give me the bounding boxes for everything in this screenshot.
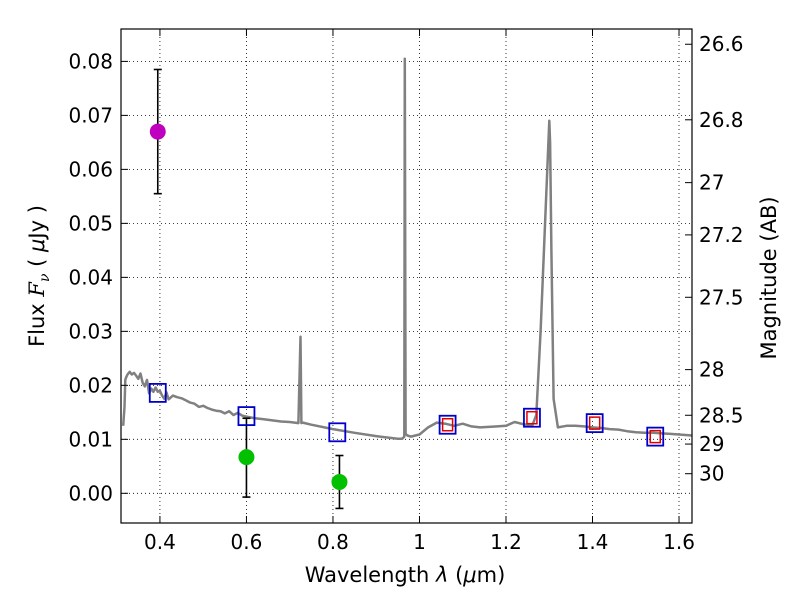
y-tick-label: 0.02 (68, 373, 113, 397)
data-points-group (148, 123, 665, 490)
y-tick-label: 0.01 (68, 427, 113, 451)
synthetic-flux-blue-square (237, 406, 256, 427)
x-tick-label: 1.4 (577, 530, 609, 554)
synthetic-flux-blue-square (328, 422, 347, 443)
x-axis-label: Wavelength λ (μm) (305, 563, 506, 587)
y2-tick-label: 26.6 (699, 32, 744, 56)
synthetic-flux-blue-square (148, 382, 167, 403)
plot-frame (120, 28, 693, 524)
synthetic-flux-red-square (588, 416, 601, 430)
x-tick-label: 1 (413, 530, 426, 554)
x-tick-label: 0.6 (231, 530, 263, 554)
synthetic-flux-blue-square (646, 426, 665, 447)
model-spectrum-line (121, 57, 693, 441)
x-tick-label: 0.4 (144, 530, 176, 554)
y-tick-label: 0.03 (68, 319, 113, 343)
synthetic-flux-red-square (441, 417, 454, 432)
photometry-point (238, 449, 255, 466)
y2-axis-label: Magnitude (AB) (757, 196, 781, 359)
y2-tick-label: 27.5 (699, 285, 744, 309)
y2-tick-label: 28.5 (699, 403, 744, 427)
synthetic-flux-blue-square (585, 413, 604, 434)
axis-ticks-group: 0.4 0.6 0.8 1 1.2 1.4 1.6 0.00 0.01 0.02 0.03 0.04 0… (68, 29, 744, 554)
y-tick-label: 0.07 (68, 103, 113, 127)
y-tick-label: 0.05 (68, 211, 113, 235)
synthetic-flux-red-square (526, 410, 538, 425)
y-tick-label: 0.04 (68, 265, 113, 289)
model-spectrum-group (121, 57, 693, 441)
y2-tick-label: 30 (699, 462, 724, 486)
y2-tick-label: 28 (699, 358, 724, 382)
y-tick-label: 0.00 (68, 481, 113, 505)
y-tick-label: 0.08 (68, 49, 113, 73)
x-tick-label: 0.8 (317, 530, 349, 554)
y2-tick-label: 27 (699, 171, 724, 195)
photometry-point (331, 473, 348, 490)
synthetic-flux-blue-square (438, 414, 457, 435)
y-axis-label: Flux Fν ( μJy ) (25, 205, 53, 347)
x-tick-label: 1.2 (490, 530, 522, 554)
y2-tick-label: 27.2 (699, 223, 744, 247)
y2-tick-label: 29 (699, 432, 724, 456)
x-tick-label: 1.6 (663, 530, 695, 554)
synthetic-flux-red-square (649, 429, 661, 444)
synthetic-flux-blue-square (523, 407, 541, 428)
y-tick-label: 0.06 (68, 157, 113, 181)
photometry-point (149, 123, 166, 140)
y2-tick-label: 26.8 (699, 108, 744, 132)
